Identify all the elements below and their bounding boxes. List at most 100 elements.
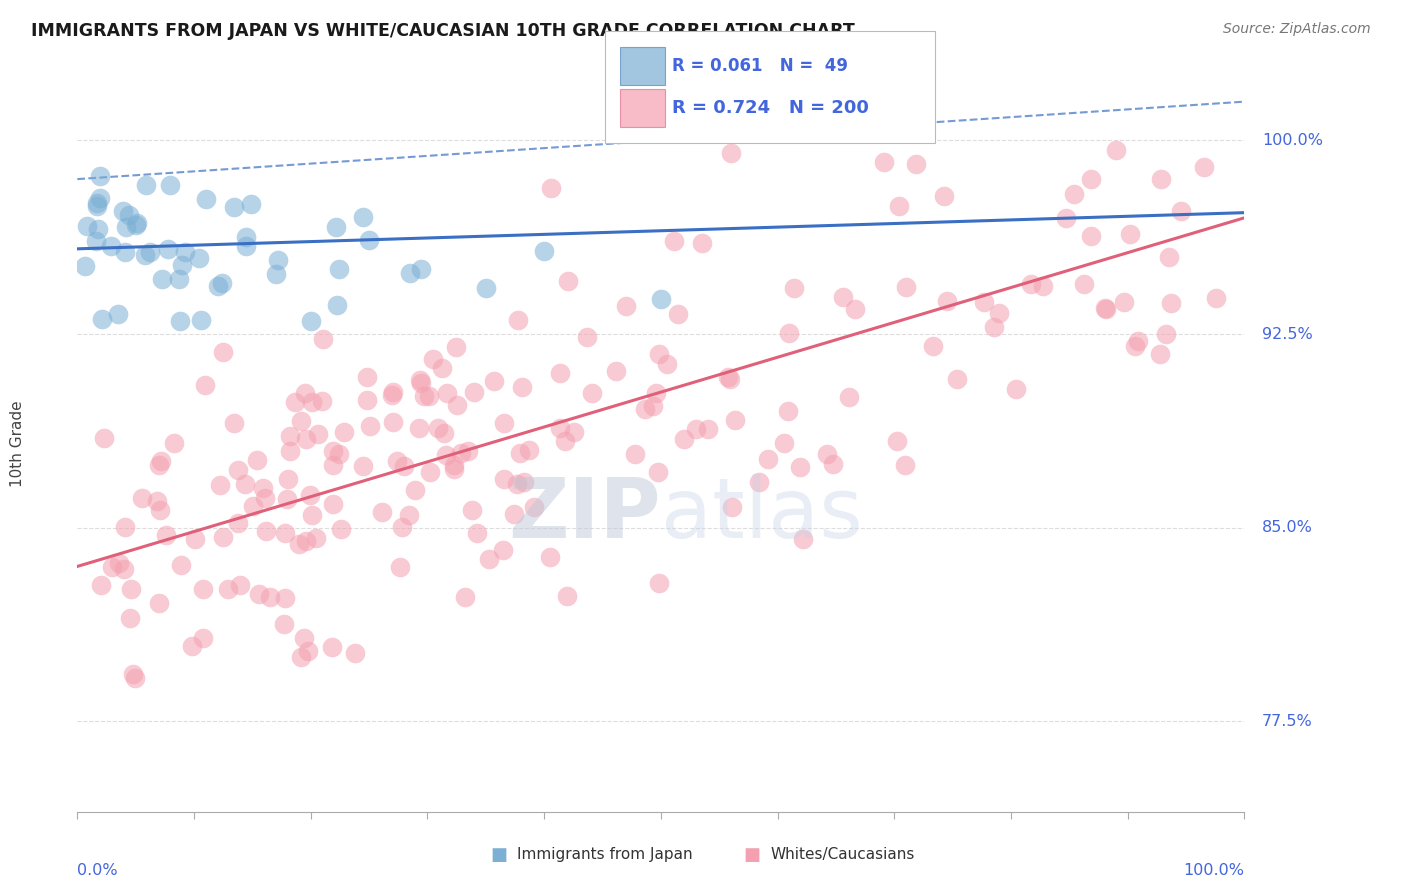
Point [356,370,378,384]
Point [301,395,323,409]
Point [295,432,318,446]
Point [124,671,146,685]
Point [212,345,235,359]
Point [194,377,217,392]
Point [191,582,214,596]
Point [614,299,637,313]
Point [87,222,110,236]
Point [294,386,316,401]
Point [1004,383,1026,397]
Point [478,552,501,566]
Point [411,262,433,277]
Point [724,413,747,427]
Point [508,312,530,326]
Point [118,209,141,223]
Point [540,181,562,195]
Point [1080,229,1102,244]
Text: 10th Grade: 10th Grade [10,401,25,487]
Point [146,494,169,508]
Point [159,178,181,192]
Point [685,422,707,436]
Point [321,640,343,655]
Text: atlas: atlas [661,475,862,556]
Point [1205,291,1227,305]
Point [1019,277,1042,291]
Point [720,500,742,514]
Point [482,374,505,388]
Point [1154,327,1177,342]
Point [163,436,186,450]
Point [893,458,915,473]
Point [388,560,411,574]
Point [426,420,449,434]
Point [983,320,1005,334]
Point [149,503,172,517]
Point [896,279,918,293]
Point [554,434,576,448]
Point [359,419,381,434]
Point [1149,347,1171,361]
Point [157,242,180,256]
Point [783,281,806,295]
Point [430,361,453,376]
Point [112,561,135,575]
Point [107,556,129,570]
Point [422,352,444,367]
Point [148,596,170,610]
Point [418,389,440,403]
Point [322,443,344,458]
Point [325,220,347,235]
Point [233,476,256,491]
Point [150,454,173,468]
Point [333,425,356,439]
Text: ■: ■ [744,846,761,863]
Text: 92.5%: 92.5% [1261,326,1313,342]
Point [1054,211,1077,226]
Point [557,274,579,288]
Point [666,307,689,321]
Text: R = 0.724   N = 200: R = 0.724 N = 200 [672,99,869,117]
Point [121,666,143,681]
Point [548,421,571,435]
Point [581,386,603,401]
Point [301,314,323,328]
Point [648,576,671,591]
Point [492,471,515,485]
Point [399,266,422,280]
Point [229,577,252,591]
Point [475,281,498,295]
Point [457,443,479,458]
Point [131,491,153,506]
Point [412,389,434,403]
Point [1126,334,1149,348]
Point [523,500,546,514]
Text: Whites/Caucasians: Whites/Caucasians [770,847,915,862]
Point [329,522,352,536]
Point [292,631,315,645]
Point [945,372,967,386]
Point [93,431,115,445]
Point [276,491,298,506]
Point [434,448,457,462]
Point [647,465,669,479]
Point [748,475,770,489]
Point [1149,171,1171,186]
Point [436,386,458,401]
Point [1032,279,1054,293]
Point [381,388,404,402]
Point [322,497,344,511]
Point [120,582,142,596]
Point [371,505,394,519]
Point [170,258,193,272]
Point [717,369,740,384]
Point [889,199,911,213]
Text: 77.5%: 77.5% [1261,714,1313,729]
Point [922,339,945,353]
Point [932,189,955,203]
Text: 100.0%: 100.0% [1184,863,1244,879]
Point [207,278,229,293]
Point [254,524,277,539]
Point [246,453,269,467]
Point [312,332,335,346]
Point [169,314,191,328]
